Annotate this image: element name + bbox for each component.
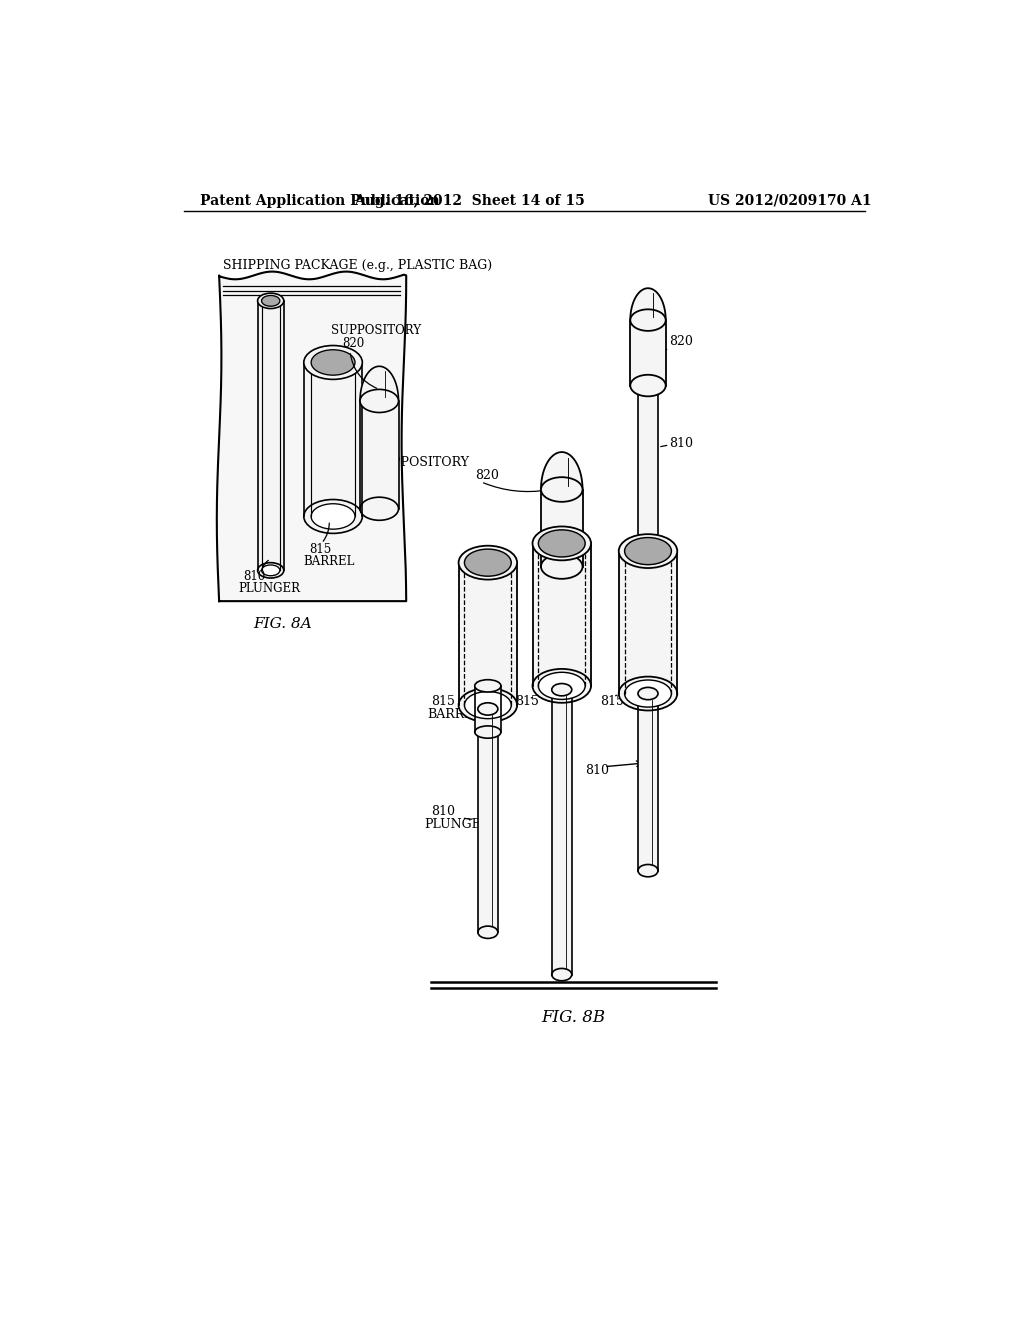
Text: SHIPPING PACKAGE (e.g., PLASTIC BAG): SHIPPING PACKAGE (e.g., PLASTIC BAG) bbox=[223, 259, 493, 272]
Bar bbox=[618, 552, 677, 693]
Text: BARREL: BARREL bbox=[427, 708, 481, 721]
Text: US 2012/0209170 A1: US 2012/0209170 A1 bbox=[708, 194, 871, 207]
Ellipse shape bbox=[360, 498, 398, 520]
Bar bbox=[638, 321, 658, 552]
Text: PLUNGER: PLUNGER bbox=[425, 818, 490, 832]
Text: BARREL: BARREL bbox=[304, 554, 355, 568]
Ellipse shape bbox=[638, 545, 658, 557]
Ellipse shape bbox=[478, 927, 498, 939]
Ellipse shape bbox=[304, 499, 362, 533]
Bar bbox=[638, 693, 658, 871]
Text: FIG. 8B: FIG. 8B bbox=[542, 1010, 605, 1026]
Polygon shape bbox=[360, 367, 398, 401]
Text: 820: 820 bbox=[475, 469, 499, 482]
Bar bbox=[478, 709, 498, 932]
Ellipse shape bbox=[631, 309, 666, 331]
Text: 810: 810 bbox=[585, 764, 609, 777]
Ellipse shape bbox=[638, 688, 658, 700]
Ellipse shape bbox=[552, 684, 571, 696]
Text: PLUNGER: PLUNGER bbox=[239, 582, 300, 595]
Text: 810: 810 bbox=[431, 805, 455, 818]
Ellipse shape bbox=[618, 535, 677, 568]
Ellipse shape bbox=[631, 375, 666, 396]
Bar bbox=[258, 301, 284, 570]
Ellipse shape bbox=[465, 692, 511, 718]
Ellipse shape bbox=[311, 350, 355, 375]
Ellipse shape bbox=[541, 477, 583, 502]
Ellipse shape bbox=[258, 562, 284, 578]
Text: 810: 810 bbox=[244, 570, 266, 583]
Ellipse shape bbox=[459, 545, 517, 579]
Text: 815: 815 bbox=[431, 694, 455, 708]
Text: 815: 815 bbox=[515, 694, 540, 708]
Ellipse shape bbox=[258, 293, 284, 309]
Text: FIG. 8A: FIG. 8A bbox=[254, 616, 312, 631]
Text: SUPPOSITORY: SUPPOSITORY bbox=[374, 455, 469, 469]
Bar bbox=[532, 544, 591, 686]
Polygon shape bbox=[541, 451, 583, 490]
Text: Patent Application Publication: Patent Application Publication bbox=[200, 194, 439, 207]
Text: 815: 815 bbox=[309, 544, 332, 557]
Bar bbox=[631, 321, 666, 385]
Ellipse shape bbox=[465, 549, 511, 577]
Text: 820: 820 bbox=[342, 337, 365, 350]
Text: 810: 810 bbox=[670, 437, 693, 450]
Ellipse shape bbox=[475, 726, 501, 738]
Ellipse shape bbox=[261, 296, 280, 306]
Ellipse shape bbox=[475, 680, 501, 692]
Text: SUPPOSITORY: SUPPOSITORY bbox=[331, 323, 421, 337]
Ellipse shape bbox=[261, 565, 280, 576]
Polygon shape bbox=[217, 272, 407, 601]
Ellipse shape bbox=[532, 527, 591, 561]
Bar bbox=[459, 562, 517, 705]
Bar bbox=[541, 490, 583, 566]
Ellipse shape bbox=[360, 389, 398, 412]
Ellipse shape bbox=[532, 669, 591, 702]
Text: Aug. 16, 2012  Sheet 14 of 15: Aug. 16, 2012 Sheet 14 of 15 bbox=[354, 194, 585, 207]
Ellipse shape bbox=[625, 537, 672, 565]
Ellipse shape bbox=[539, 529, 585, 557]
Ellipse shape bbox=[625, 680, 672, 708]
Bar bbox=[475, 686, 501, 733]
Ellipse shape bbox=[618, 677, 677, 710]
Ellipse shape bbox=[552, 969, 571, 981]
Bar bbox=[552, 689, 571, 974]
Bar bbox=[360, 401, 398, 508]
Ellipse shape bbox=[304, 346, 362, 379]
Bar bbox=[304, 363, 362, 516]
Ellipse shape bbox=[539, 672, 585, 700]
Ellipse shape bbox=[459, 688, 517, 722]
Ellipse shape bbox=[638, 865, 658, 876]
Ellipse shape bbox=[541, 554, 583, 578]
Polygon shape bbox=[631, 288, 666, 321]
Ellipse shape bbox=[638, 314, 658, 326]
Text: 820: 820 bbox=[670, 335, 693, 348]
Ellipse shape bbox=[311, 504, 355, 529]
Text: 815: 815 bbox=[600, 694, 625, 708]
Ellipse shape bbox=[478, 702, 498, 715]
